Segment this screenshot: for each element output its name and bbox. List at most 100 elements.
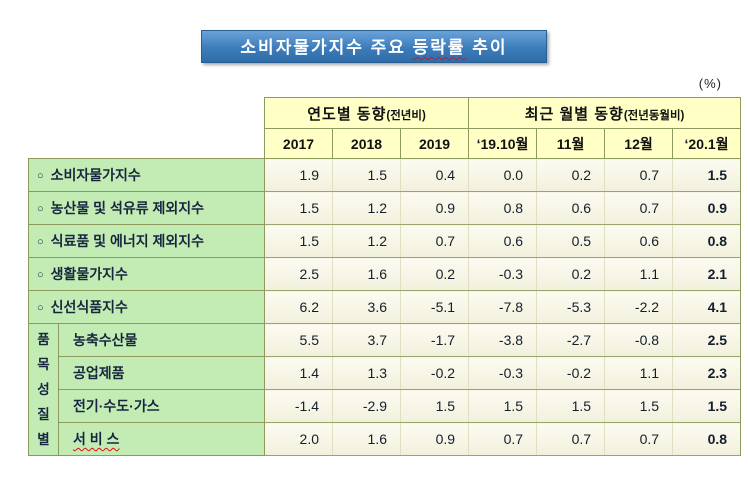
value-cell: 0.4 <box>399 158 470 192</box>
value-cell: 0.8 <box>468 191 538 225</box>
row-label-cell: ○ 생활물가지수 <box>28 257 265 291</box>
row-label: 생활물가지수 <box>50 266 128 282</box>
value-cell: 0.6 <box>604 224 674 258</box>
value-cell: 1.2 <box>332 224 401 258</box>
value-cell: -0.2 <box>536 356 606 390</box>
value-cell: 3.6 <box>332 290 401 324</box>
row-bullet: ○ <box>37 203 44 215</box>
value-cell: 1.3 <box>332 356 401 390</box>
column-header-row: 2017 2018 2019 ‘19.10월 11월 12월 ‘20.1월 <box>29 128 742 159</box>
value-cell: 0.0 <box>468 158 538 192</box>
group-header-row: 연도별 동향(전년비) 최근 월별 동향(전년동월비) <box>28 97 742 159</box>
value-cell: -1.7 <box>399 323 470 357</box>
value-cell: 0.7 <box>468 422 538 456</box>
column-header-2018: 2018 <box>332 128 401 159</box>
table-row: ○ 생활물가지수 2.5 1.6 0.2 -0.3 0.2 1.1 2.1 <box>28 257 742 291</box>
row-label: 농산물 및 석유류 제외지수 <box>50 200 205 216</box>
value-cell: 4.1 <box>672 290 742 324</box>
row-label: 식료품 및 에너지 제외지수 <box>50 233 205 249</box>
value-cell: 1.5 <box>672 158 742 192</box>
column-header-2019: 2019 <box>399 128 470 159</box>
title-text: 소비자물가지수 주요 <box>240 38 413 57</box>
value-cell: 0.8 <box>672 224 742 258</box>
group-header-yearly: 연도별 동향(전년비) <box>263 97 470 129</box>
unit-label: (%) <box>698 76 722 91</box>
value-cell: 1.5 <box>264 191 333 225</box>
value-cell: 0.8 <box>672 422 742 456</box>
row-bullet: ○ <box>37 170 44 182</box>
cpi-table: 연도별 동향(전년비) 최근 월별 동향(전년동월비) 2017 2018 20… <box>28 97 742 456</box>
value-cell: 1.5 <box>672 389 742 423</box>
group-header-monthly: 최근 월별 동향(전년동월비) <box>468 97 742 129</box>
value-cell: 0.7 <box>536 422 606 456</box>
row-bullet: ○ <box>37 269 44 281</box>
column-header-jan20: ‘20.1월 <box>672 128 742 159</box>
row-label: 농축수산물 <box>73 332 138 348</box>
value-cell: -3.8 <box>468 323 538 357</box>
value-cell: 0.2 <box>399 257 470 291</box>
table-row: 품목성질별 농축수산물 5.5 3.7 -1.7 -3.8 -2.7 -0.8 … <box>28 323 742 456</box>
value-cell: 0.2 <box>536 158 606 192</box>
group-header-yearly-basis: (전년비) <box>386 109 426 122</box>
row-label: 소비자물가지수 <box>50 167 141 183</box>
value-cell: -0.2 <box>399 356 470 390</box>
row-label: 신선식품지수 <box>50 299 128 315</box>
row-label-cell: ○ 농산물 및 석유류 제외지수 <box>28 191 265 225</box>
value-cell: 1.6 <box>332 257 401 291</box>
value-cell: 2.3 <box>672 356 742 390</box>
table-row: ○ 농산물 및 석유류 제외지수 1.5 1.2 0.9 0.8 0.6 0.7 … <box>28 191 742 225</box>
value-cell: 1.1 <box>604 257 674 291</box>
row-label: 공업제품 <box>73 365 125 381</box>
value-cell: 2.1 <box>672 257 742 291</box>
value-cell: 0.7 <box>399 224 470 258</box>
row-label-cell: 전기·수도·가스 <box>58 389 265 423</box>
row-label: 전기·수도·가스 <box>73 398 160 414</box>
title-text: 추이 <box>465 38 508 57</box>
value-cell: -0.3 <box>468 257 538 291</box>
column-header-dec: 12월 <box>604 128 674 159</box>
value-cell: 2.5 <box>672 323 742 357</box>
value-cell: -5.1 <box>399 290 470 324</box>
value-cell: 1.9 <box>264 158 333 192</box>
value-cell: 0.7 <box>604 422 674 456</box>
value-cell: 0.6 <box>536 191 606 225</box>
row-label-cell: ○ 식료품 및 에너지 제외지수 <box>28 224 265 258</box>
table-row: 공업제품 1.4 1.3 -0.2 -0.3 -0.2 1.1 2.3 <box>29 356 742 390</box>
row-label-cell: ○ 신선식품지수 <box>28 290 265 324</box>
value-cell: -0.8 <box>604 323 674 357</box>
column-header-2017: 2017 <box>264 128 333 159</box>
value-cell: 1.5 <box>399 389 470 423</box>
row-label: 서 비 스 <box>73 431 120 447</box>
row-bullet: ○ <box>37 236 44 248</box>
value-cell: 1.5 <box>604 389 674 423</box>
value-cell: 3.7 <box>332 323 401 357</box>
value-cell: -0.3 <box>468 356 538 390</box>
row-label-cell: 서 비 스 <box>58 422 265 456</box>
value-cell: 0.9 <box>399 422 470 456</box>
group-header-monthly-basis: (전년동월비) <box>623 109 685 122</box>
value-cell: 1.5 <box>536 389 606 423</box>
value-cell: 6.2 <box>264 290 333 324</box>
table-row: ○ 식료품 및 에너지 제외지수 1.5 1.2 0.7 0.6 0.5 0.6 … <box>28 224 742 258</box>
value-cell: -2.2 <box>604 290 674 324</box>
value-cell: 1.6 <box>332 422 401 456</box>
table-row: ○ 신선식품지수 6.2 3.6 -5.1 -7.8 -5.3 -2.2 4.1 <box>28 290 742 324</box>
value-cell: 1.1 <box>604 356 674 390</box>
title-text-spellchecked: 등락률 <box>412 38 466 57</box>
table-row: ○ 소비자물가지수 1.9 1.5 0.4 0.0 0.2 0.7 1.5 <box>28 158 742 192</box>
value-cell: 0.9 <box>399 191 470 225</box>
value-cell: 1.2 <box>332 191 401 225</box>
value-cell: 2.5 <box>264 257 333 291</box>
value-cell: -1.4 <box>264 389 333 423</box>
group-header-monthly-label: 최근 월별 동향 <box>524 105 624 123</box>
value-cell: 1.5 <box>264 224 333 258</box>
value-cell: -2.9 <box>332 389 401 423</box>
value-cell: 1.5 <box>468 389 538 423</box>
value-cell: 0.6 <box>468 224 538 258</box>
column-header-oct19: ‘19.10월 <box>468 128 538 159</box>
corner-cell <box>28 97 265 159</box>
row-label-cell: 공업제품 <box>58 356 265 390</box>
value-cell: 1.5 <box>332 158 401 192</box>
value-cell: -2.7 <box>536 323 606 357</box>
